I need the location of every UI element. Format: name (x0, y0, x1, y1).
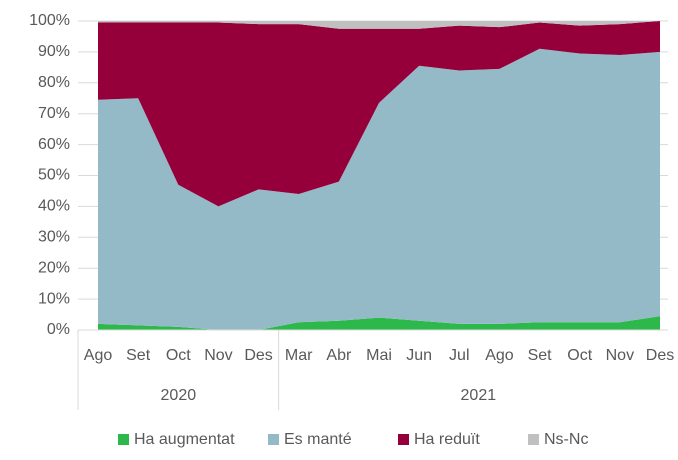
x-tick-label: Oct (166, 347, 191, 364)
y-tick-label: 10% (38, 290, 70, 307)
y-tick-label: 50% (38, 167, 70, 184)
y-tick-label: 20% (38, 259, 70, 276)
x-tick-label: Set (126, 347, 151, 364)
area (98, 316, 660, 330)
group-label: 2021 (461, 387, 497, 404)
x-tick-label: Abr (326, 347, 352, 364)
legend-swatch (118, 434, 129, 445)
x-tick-label: Ago (84, 347, 113, 364)
y-tick-label: 70% (38, 105, 70, 122)
legend-label: Ha augmentat (134, 431, 235, 448)
legend-swatch (268, 434, 279, 445)
y-tick-label: 60% (38, 136, 70, 153)
x-tick-label: Ago (485, 347, 514, 364)
x-tick-label: Mar (285, 347, 313, 364)
x-tick-label: Jun (406, 347, 432, 364)
x-tick-label: Des (244, 347, 272, 364)
x-tick-label: Des (646, 347, 674, 364)
y-tick-label: 100% (29, 12, 70, 29)
x-tick-label: Nov (606, 347, 634, 364)
y-tick-label: 80% (38, 74, 70, 91)
x-tick-label: Nov (204, 347, 232, 364)
y-tick-label: 0% (47, 321, 70, 338)
x-tick-label: Set (528, 347, 553, 364)
x-tick-label: Jul (449, 347, 469, 364)
area (98, 21, 660, 207)
legend-swatch (398, 434, 409, 445)
legend-swatch (528, 434, 539, 445)
legend-label: Ns-Nc (544, 431, 588, 448)
x-tick-label: Oct (567, 347, 592, 364)
group-label: 2020 (161, 387, 197, 404)
legend-label: Es manté (284, 431, 352, 448)
y-tick-label: 40% (38, 198, 70, 215)
y-tick-label: 90% (38, 43, 70, 60)
legend-label: Ha reduït (414, 431, 480, 448)
area (98, 48, 660, 331)
x-tick-label: Mai (366, 347, 392, 364)
area (98, 21, 660, 29)
y-tick-label: 30% (38, 229, 70, 246)
